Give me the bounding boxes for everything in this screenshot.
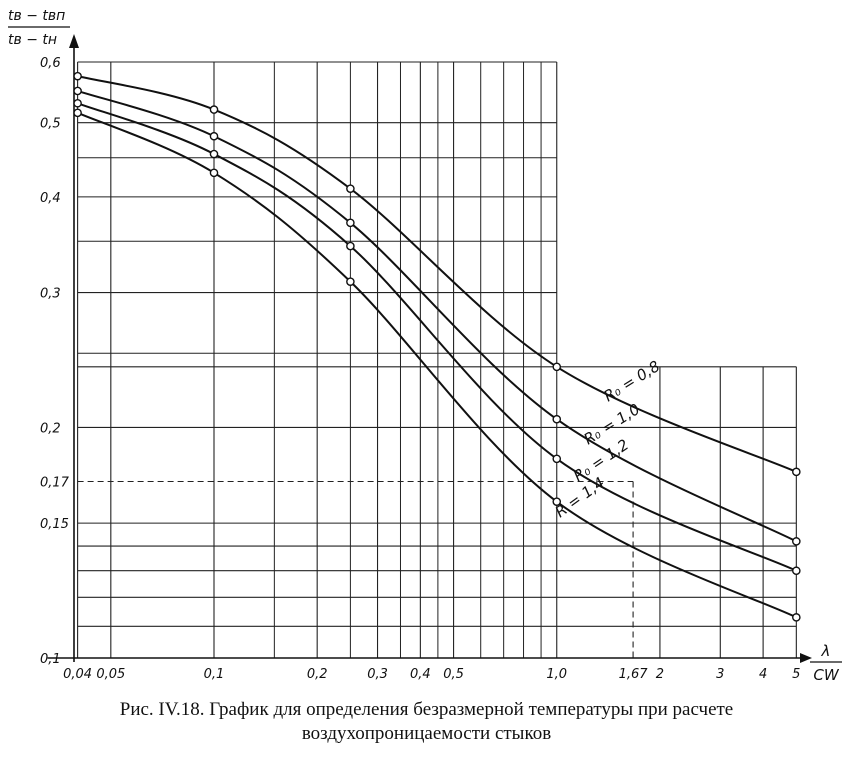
chart: 0,04 0,05 0,1 0,2 0,3 0,4 0,5 1,0 1,67 2 3 4 5 0,60,…	[8, 8, 842, 680]
data-point	[792, 467, 801, 477]
x-tick-label: 1,0	[546, 667, 567, 680]
data-point	[552, 454, 562, 464]
y-tick-label: 0,2	[40, 421, 61, 436]
data-point	[73, 108, 82, 118]
data-point	[346, 184, 355, 193]
data-point	[552, 414, 562, 424]
y-tick-label: 0,5	[40, 117, 61, 132]
y-tick-label: 0,17	[40, 475, 70, 490]
data-point	[209, 149, 219, 159]
data-point	[552, 362, 562, 372]
data-point	[209, 168, 219, 178]
series-curve-3	[77, 102, 797, 572]
data-point	[209, 105, 219, 114]
y-tick-label: 0,4	[40, 191, 61, 206]
x-tick-label: 2	[656, 667, 664, 680]
x-tick-label: 5	[792, 667, 800, 680]
series-label-1: R₀ = 0,8	[601, 357, 663, 405]
x-tick-label: 0,4	[410, 667, 431, 680]
y-axis-arrow	[69, 34, 79, 48]
series-curve-4	[77, 111, 797, 619]
data-point	[792, 566, 801, 576]
series-curve-1	[77, 75, 797, 473]
data-point	[73, 98, 82, 108]
x-tick-label: 0,04	[63, 667, 92, 680]
data-point	[209, 131, 219, 141]
series-labels: R₀ = 0,8R₀ = 1,0R₀ = 1,2R = 1,4	[552, 357, 663, 521]
data-point	[346, 277, 355, 286]
y-axis-label-numerator: tв − tвп	[8, 8, 65, 24]
y-axis-label-denominator: tв − tн	[8, 32, 57, 48]
y-tick-label: 0,1	[40, 652, 61, 667]
y-tick-label: 0,3	[40, 287, 61, 302]
x-tick-label: 0,05	[96, 667, 125, 680]
x-axis-arrow	[800, 653, 812, 663]
x-tick-label: 1,67	[619, 667, 649, 680]
x-tick-label: 0,3	[367, 667, 388, 680]
data-point	[792, 613, 801, 622]
x-tick-label: 0,5	[443, 667, 464, 680]
x-tick-labels: 0,04 0,05 0,1 0,2 0,3 0,4 0,5 1,0 1,67 2 3 4 5	[63, 667, 800, 680]
x-tick-label: 4	[759, 667, 767, 680]
series-curves	[77, 75, 797, 619]
data-points	[73, 71, 801, 622]
data-point	[73, 86, 82, 96]
y-tick-label: 0,6	[40, 56, 61, 71]
grid	[77, 61, 797, 659]
data-point	[552, 497, 562, 506]
x-tick-label: 3	[716, 667, 724, 680]
figure-caption-line-2: воздухопроницаемости стыков	[301, 723, 552, 744]
x-tick-label: 0,1	[204, 667, 225, 680]
data-point	[73, 71, 82, 81]
axes	[47, 34, 812, 663]
figure-caption-line-1: Рис. IV.18. График для определения безра…	[119, 699, 734, 720]
x-axis-label-numerator: λ	[821, 642, 831, 660]
data-point	[346, 241, 355, 251]
y-tick-labels: 0,6 0,5 0,4 0,3 0,2 0,17 0,15 0,1	[40, 56, 70, 667]
data-point	[346, 218, 355, 228]
y-tick-label: 0,15	[40, 517, 69, 532]
series-curve-2	[77, 89, 797, 543]
data-point	[792, 537, 801, 546]
x-axis-label-denominator: CW	[813, 666, 839, 680]
x-tick-label: 0,2	[307, 667, 328, 680]
